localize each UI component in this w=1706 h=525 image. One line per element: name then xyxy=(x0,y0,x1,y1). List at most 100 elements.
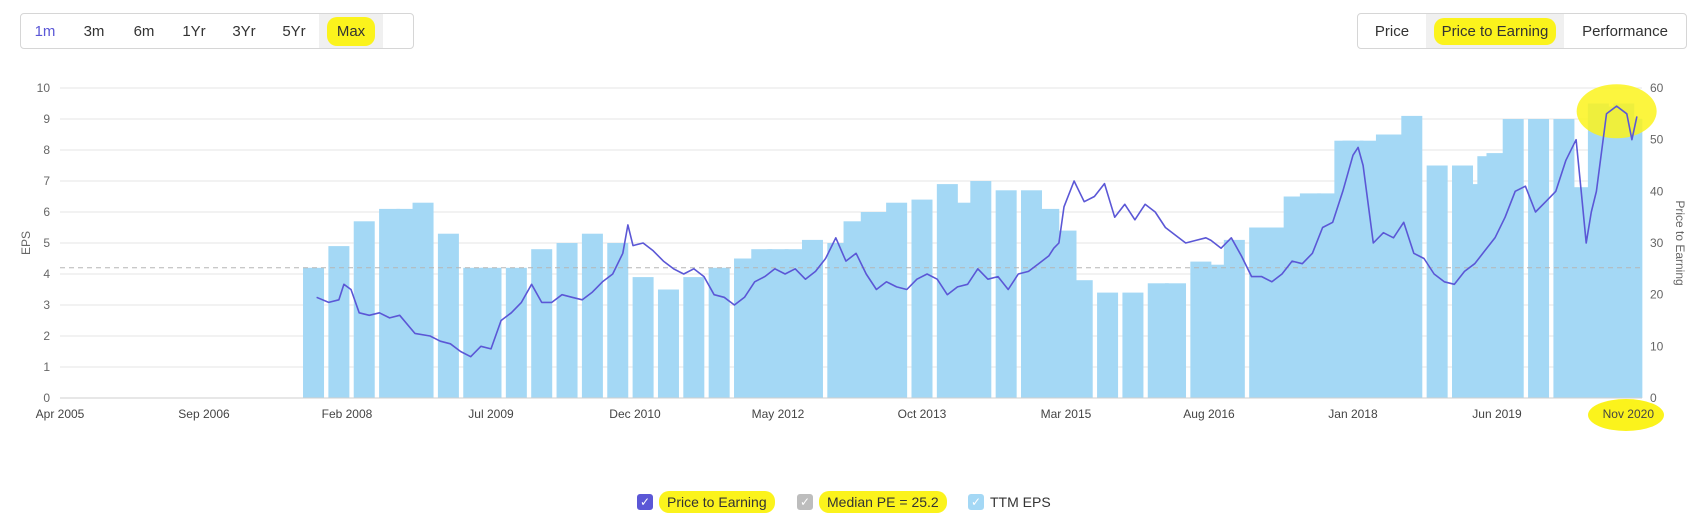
mode-button-label: Performance xyxy=(1582,22,1668,40)
y-right-tick-label: 30 xyxy=(1650,236,1664,250)
eps-bar xyxy=(353,221,375,398)
eps-bar xyxy=(1317,193,1339,398)
range-button-3m[interactable]: 3m xyxy=(69,14,119,48)
eps-bar xyxy=(412,202,434,398)
chart-mode-selector: Price Price to Earning Performance xyxy=(1357,13,1687,49)
eps-bar xyxy=(995,190,1017,398)
x-tick-label: Mar 2015 xyxy=(1041,407,1092,421)
range-button-label: 3Yr xyxy=(232,22,256,40)
eps-bar xyxy=(1266,227,1288,398)
range-button-1m[interactable]: 1m xyxy=(21,14,69,48)
x-tick-label: May 2012 xyxy=(752,407,805,421)
eps-pe-chart: 0 1 2 3 4 5 6 7 8 9 10 0 10 20 30 40 50 60 EPS Price to Ear… xyxy=(19,81,1687,431)
y-right-axis-title: Price to Earning xyxy=(1673,200,1687,285)
eps-bar xyxy=(1283,196,1305,398)
x-tick-label: Feb 2008 xyxy=(322,407,373,421)
time-range-selector: 1m 3m 6m 1Yr 3Yr 5Yr Max xyxy=(20,13,414,49)
eps-bar xyxy=(1359,140,1381,398)
legend-item-median-pe-25-2[interactable]: ✓ Median PE = 25.2 xyxy=(797,490,947,514)
y-left-tick-label: 2 xyxy=(43,329,50,343)
y-right-tick-label: 20 xyxy=(1650,288,1664,302)
eps-bar xyxy=(970,181,992,398)
eps-bar xyxy=(1147,283,1169,398)
eps-bar xyxy=(607,243,629,398)
eps-bar xyxy=(1553,119,1575,398)
eps-bar xyxy=(843,221,865,398)
x-tick-label: Jan 2018 xyxy=(1328,407,1378,421)
eps-bar xyxy=(1021,190,1043,398)
eps-bar xyxy=(657,289,679,398)
y-left-tick-label: 1 xyxy=(43,360,50,374)
legend-label: TTM EPS xyxy=(990,494,1051,510)
y-right-tick-label: 40 xyxy=(1650,184,1664,198)
y-left-tick-label: 0 xyxy=(43,391,50,405)
legend-item-ttm-eps[interactable]: ✓ TTM EPS xyxy=(968,490,1051,514)
check-icon: ✓ xyxy=(637,494,653,510)
eps-bar xyxy=(911,199,933,398)
x-tick-label: Sep 2006 xyxy=(178,407,230,421)
y-left-tick-label: 9 xyxy=(43,112,50,126)
y-left-tick-label: 8 xyxy=(43,143,50,157)
y-left-tick-label: 3 xyxy=(43,298,50,312)
mode-button-label: Price to Earning xyxy=(1433,17,1557,45)
eps-bar xyxy=(784,249,806,398)
eps-bar xyxy=(751,249,773,398)
eps-bar xyxy=(1223,239,1245,398)
chart-area: 0 1 2 3 4 5 6 7 8 9 10 0 10 20 30 40 50 60 EPS Price to Ear… xyxy=(0,80,1706,460)
range-button-label: 5Yr xyxy=(282,22,306,40)
x-tick-label: Oct 2013 xyxy=(898,407,947,421)
range-button-1yr[interactable]: 1Yr xyxy=(169,14,219,48)
check-icon: ✓ xyxy=(968,494,984,510)
eps-bar xyxy=(379,208,401,398)
eps-bar xyxy=(1426,165,1448,398)
x-tick-label: Jul 2009 xyxy=(468,407,514,421)
mode-button-label: Price xyxy=(1374,22,1410,40)
eps-bar xyxy=(1207,264,1229,398)
eps-bar xyxy=(734,258,756,398)
eps-bar xyxy=(463,267,485,398)
eps-bar xyxy=(1055,230,1077,398)
mode-button-price[interactable]: Price xyxy=(1358,14,1426,48)
eps-bar xyxy=(1038,208,1060,398)
y-left-tick-label: 4 xyxy=(43,267,50,281)
y-left-tick-label: 7 xyxy=(43,174,50,188)
eps-bar xyxy=(801,239,823,398)
eps-bar xyxy=(1165,283,1187,398)
eps-bar xyxy=(827,243,849,398)
chart-legend: ✓ Price to Earning ✓ Median PE = 25.2 ✓ TTM E… xyxy=(0,490,1706,514)
eps-bar xyxy=(1528,119,1550,398)
eps-bar xyxy=(581,233,603,398)
x-tick-label: Nov 2020 xyxy=(1603,407,1655,421)
y-left-tick-label: 6 xyxy=(43,205,50,219)
mode-button-price-to-earning[interactable]: Price to Earning xyxy=(1426,14,1564,48)
eps-bar xyxy=(632,277,654,398)
eps-bar xyxy=(1249,227,1271,398)
y-left-tick-label: 5 xyxy=(43,236,50,250)
eps-bar xyxy=(531,249,553,398)
y-right-tick-label: 50 xyxy=(1650,133,1664,147)
eps-bar xyxy=(954,202,976,398)
eps-bar xyxy=(1486,153,1508,398)
eps-bar xyxy=(1385,134,1407,398)
legend-item-price-to-earning[interactable]: ✓ Price to Earning xyxy=(637,490,775,514)
y-right-tick-label: 60 xyxy=(1650,81,1664,95)
range-button-max[interactable]: Max xyxy=(319,14,383,48)
x-tick-label: Jun 2019 xyxy=(1472,407,1522,421)
range-button-label: 1m xyxy=(34,22,56,40)
range-button-label: 3m xyxy=(83,22,105,40)
eps-bar xyxy=(1097,292,1119,398)
eps-bar xyxy=(708,267,730,398)
range-button-3yr[interactable]: 3Yr xyxy=(219,14,269,48)
range-button-label: 1Yr xyxy=(182,22,206,40)
eps-bar xyxy=(328,246,350,398)
highlight-marker xyxy=(1588,399,1664,431)
range-button-5yr[interactable]: 5Yr xyxy=(269,14,319,48)
range-button-6m[interactable]: 6m xyxy=(119,14,169,48)
mode-button-performance[interactable]: Performance xyxy=(1564,14,1686,48)
pe-line xyxy=(316,105,1638,358)
x-tick-label: Dec 2010 xyxy=(609,407,661,421)
eps-bar xyxy=(936,184,958,398)
eps-bar xyxy=(396,208,418,398)
check-icon: ✓ xyxy=(797,494,813,510)
eps-bar xyxy=(505,267,527,398)
